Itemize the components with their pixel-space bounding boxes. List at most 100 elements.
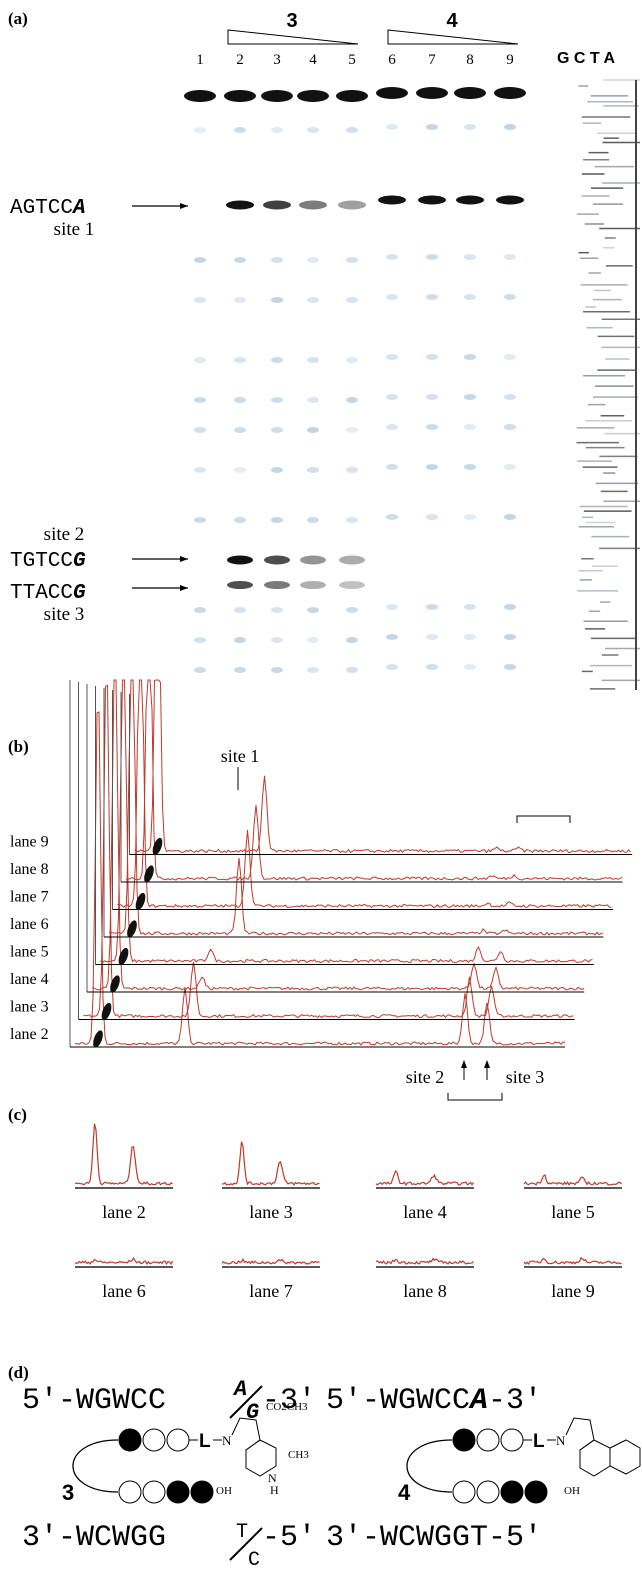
faint-band <box>234 357 246 363</box>
faint-band <box>504 604 516 610</box>
panel-label: (d) <box>8 1363 29 1382</box>
faint-band <box>271 607 283 613</box>
faint-band <box>386 254 398 260</box>
band <box>261 90 293 102</box>
band <box>264 581 290 589</box>
base: A <box>71 197 86 220</box>
faint-band <box>346 297 358 303</box>
trace-lane-label: lane 8 <box>10 861 49 878</box>
faint-band <box>426 394 438 400</box>
band <box>339 581 365 589</box>
faint-band <box>234 637 246 643</box>
faint-band <box>386 394 398 400</box>
faint-band <box>504 514 516 520</box>
band <box>299 200 327 210</box>
linker: L <box>533 1431 545 1452</box>
lane-number: 9 <box>506 52 514 68</box>
band <box>226 200 254 210</box>
lane-label: lane 4 <box>403 1202 446 1222</box>
ring <box>190 1480 214 1504</box>
faint-band <box>234 297 246 303</box>
strand: 5'-WGWCC <box>22 1384 166 1418</box>
faint-band <box>386 514 398 520</box>
faint-band <box>464 664 476 670</box>
trace <box>523 1174 622 1186</box>
ring <box>142 1480 166 1504</box>
site2-sequence: TGTCCG <box>10 550 86 573</box>
wedge <box>227 29 359 45</box>
peak-marker <box>135 892 146 911</box>
faint-band <box>307 427 319 433</box>
faint-band <box>307 297 319 303</box>
lane-number: 6 <box>388 52 396 68</box>
sequence: AGTCC <box>10 197 73 220</box>
faint-band <box>346 517 358 523</box>
trace-lane-label: lane 5 <box>10 944 49 961</box>
bracket <box>447 1093 503 1101</box>
band <box>418 195 446 205</box>
ring <box>476 1428 500 1452</box>
site3-sequence: TTACCG <box>10 582 86 605</box>
faint-band <box>307 127 319 133</box>
lane-number: 5 <box>348 52 356 68</box>
faint-band <box>234 667 246 673</box>
faint-band <box>271 517 283 523</box>
faint-band <box>194 427 206 433</box>
faint-band <box>307 397 319 403</box>
faint-band <box>504 124 516 130</box>
faint-band <box>194 667 206 673</box>
faint-band <box>271 427 283 433</box>
lane-label: lane 5 <box>551 1202 594 1222</box>
faint-band <box>504 634 516 640</box>
faint-band <box>504 294 516 300</box>
faint-band <box>386 464 398 470</box>
faint-band <box>271 467 283 473</box>
faint-band <box>504 354 516 360</box>
peak-marker <box>152 837 163 856</box>
faint-band <box>426 514 438 520</box>
trace <box>523 1256 622 1265</box>
lane-label: lane 8 <box>403 1281 446 1301</box>
ring <box>452 1480 476 1504</box>
faint-band <box>194 637 206 643</box>
faint-band <box>386 664 398 670</box>
site-label: site 1 <box>221 746 260 766</box>
faint-band <box>234 397 246 403</box>
trace <box>375 1169 474 1187</box>
lane-number: 3 <box>273 52 281 68</box>
trace <box>375 1257 474 1265</box>
group: OH <box>564 1485 580 1497</box>
compound-label: 4 <box>398 1480 411 1505</box>
compound-label: 3 <box>286 10 297 32</box>
trace-lane-label: lane 2 <box>10 1026 49 1043</box>
hairpin-loop <box>72 1439 119 1493</box>
bracket <box>516 815 571 823</box>
peak-marker <box>127 920 137 938</box>
faint-band <box>464 294 476 300</box>
trace <box>100 679 593 964</box>
faint-band <box>386 604 398 610</box>
sequence: TGTCC <box>10 550 73 573</box>
arrowhead <box>461 1060 467 1068</box>
base: G <box>73 582 86 605</box>
arrowhead <box>180 585 188 591</box>
faint-band <box>386 294 398 300</box>
faint-band <box>426 464 438 470</box>
faint-band <box>194 127 206 133</box>
slash <box>229 1527 263 1561</box>
trace-lane-label: lane 6 <box>10 916 49 933</box>
faint-band <box>346 257 358 263</box>
faint-band <box>346 637 358 643</box>
faint-band <box>346 427 358 433</box>
faint-band <box>464 394 476 400</box>
faint-band <box>271 357 283 363</box>
faint-band <box>464 354 476 360</box>
faint-band <box>271 397 283 403</box>
band <box>376 87 408 99</box>
faint-band <box>346 467 358 473</box>
trace-lane-label: lane 7 <box>10 889 49 906</box>
trace-lane-label: lane 9 <box>10 834 49 851</box>
band <box>336 90 368 102</box>
